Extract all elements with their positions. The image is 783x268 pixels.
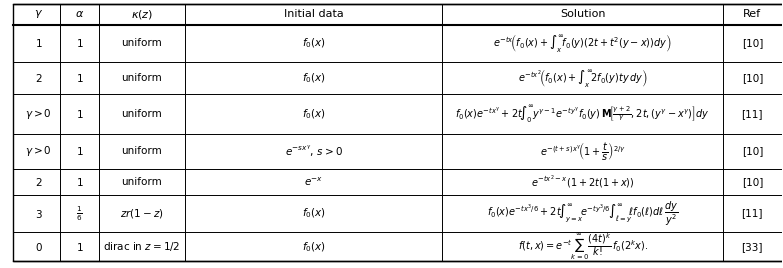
Text: $2$: $2$ — [34, 176, 42, 188]
Text: $2$: $2$ — [34, 72, 42, 84]
Text: $f_0(x)$: $f_0(x)$ — [301, 71, 326, 85]
Text: $f_0(x)$: $f_0(x)$ — [301, 240, 326, 254]
Text: dirac in $z=1/2$: dirac in $z=1/2$ — [103, 240, 180, 253]
Text: $1$: $1$ — [34, 38, 42, 50]
Text: $e^{-x}$: $e^{-x}$ — [304, 176, 323, 188]
Text: $0$: $0$ — [34, 241, 42, 253]
Text: $\gamma>0$: $\gamma>0$ — [25, 107, 52, 121]
Text: $1$: $1$ — [76, 145, 83, 157]
Text: [11]: [11] — [742, 209, 763, 219]
Text: $\alpha$: $\alpha$ — [75, 9, 84, 19]
Text: uniform: uniform — [121, 73, 162, 83]
Text: $f_0(x)e^{-tx^3/6}+2t\!\int_{y=x}^{\infty}\!e^{-ty^3/6}\!\int_{\ell=y}^{\infty}\: $f_0(x)e^{-tx^3/6}+2t\!\int_{y=x}^{\inft… — [487, 199, 678, 228]
Text: $1$: $1$ — [76, 241, 83, 253]
Text: [11]: [11] — [742, 109, 763, 119]
Text: $f_0(x)$: $f_0(x)$ — [301, 207, 326, 220]
Text: $1$: $1$ — [76, 108, 83, 120]
Text: $1$: $1$ — [76, 176, 83, 188]
Text: Ref: Ref — [743, 9, 761, 19]
Text: $\frac{1}{6}$: $\frac{1}{6}$ — [76, 204, 83, 223]
Text: $f(t,x)=e^{-t}\sum_{k=0}^{\infty}\dfrac{(4t)^k}{k!}\,f_0(2^k x).$: $f(t,x)=e^{-t}\sum_{k=0}^{\infty}\dfrac{… — [518, 231, 648, 262]
Text: uniform: uniform — [121, 109, 162, 119]
Text: $\gamma$: $\gamma$ — [34, 8, 43, 20]
Text: $e^{-tx}\!\left(f_0(x)+\int_x^{\infty}\! f_0(y)(2t+t^2(y-x))dy\right)$: $e^{-tx}\!\left(f_0(x)+\int_x^{\infty}\!… — [493, 32, 672, 54]
Text: $3$: $3$ — [34, 207, 42, 219]
Text: $e^{-tx^2}\!\left(f_0(x)+\int_x^{\infty}\! 2f_0(y)ty\,dy\right)$: $e^{-tx^2}\!\left(f_0(x)+\int_x^{\infty}… — [518, 67, 648, 89]
Text: $f_0(x)$: $f_0(x)$ — [301, 37, 326, 50]
Text: $\gamma>0$: $\gamma>0$ — [25, 144, 52, 158]
Text: $f_0(x)$: $f_0(x)$ — [301, 107, 326, 121]
Text: $\kappa(z)$: $\kappa(z)$ — [131, 8, 153, 21]
Text: uniform: uniform — [121, 146, 162, 156]
Text: Initial data: Initial data — [283, 9, 344, 19]
Text: $e^{-tx^2-x}\left(1+2t(1+x)\right)$: $e^{-tx^2-x}\left(1+2t(1+x)\right)$ — [531, 174, 634, 190]
Text: uniform: uniform — [121, 38, 162, 49]
Text: [10]: [10] — [742, 177, 763, 187]
Text: uniform: uniform — [121, 177, 162, 187]
Text: [10]: [10] — [742, 73, 763, 83]
Text: $e^{-sx^\gamma},\,s>0$: $e^{-sx^\gamma},\,s>0$ — [284, 144, 342, 159]
Text: [10]: [10] — [742, 38, 763, 49]
Text: [33]: [33] — [742, 242, 763, 252]
Text: $zr(1-z)$: $zr(1-z)$ — [120, 207, 164, 220]
Text: $1$: $1$ — [76, 38, 83, 50]
Text: Solution: Solution — [560, 9, 605, 19]
Text: $e^{-(t+s)x^\gamma}\!\left(1+\dfrac{t}{s}\right)^{2/\gamma}$: $e^{-(t+s)x^\gamma}\!\left(1+\dfrac{t}{s… — [539, 140, 626, 162]
Text: $1$: $1$ — [76, 72, 83, 84]
Text: $f_0(x)e^{-tx^\gamma}+2t\!\int_0^{\infty}\!y^{\gamma-1}e^{-ty^\gamma}f_0(y)\,\ma: $f_0(x)e^{-tx^\gamma}+2t\!\int_0^{\infty… — [456, 103, 710, 125]
Text: [10]: [10] — [742, 146, 763, 156]
